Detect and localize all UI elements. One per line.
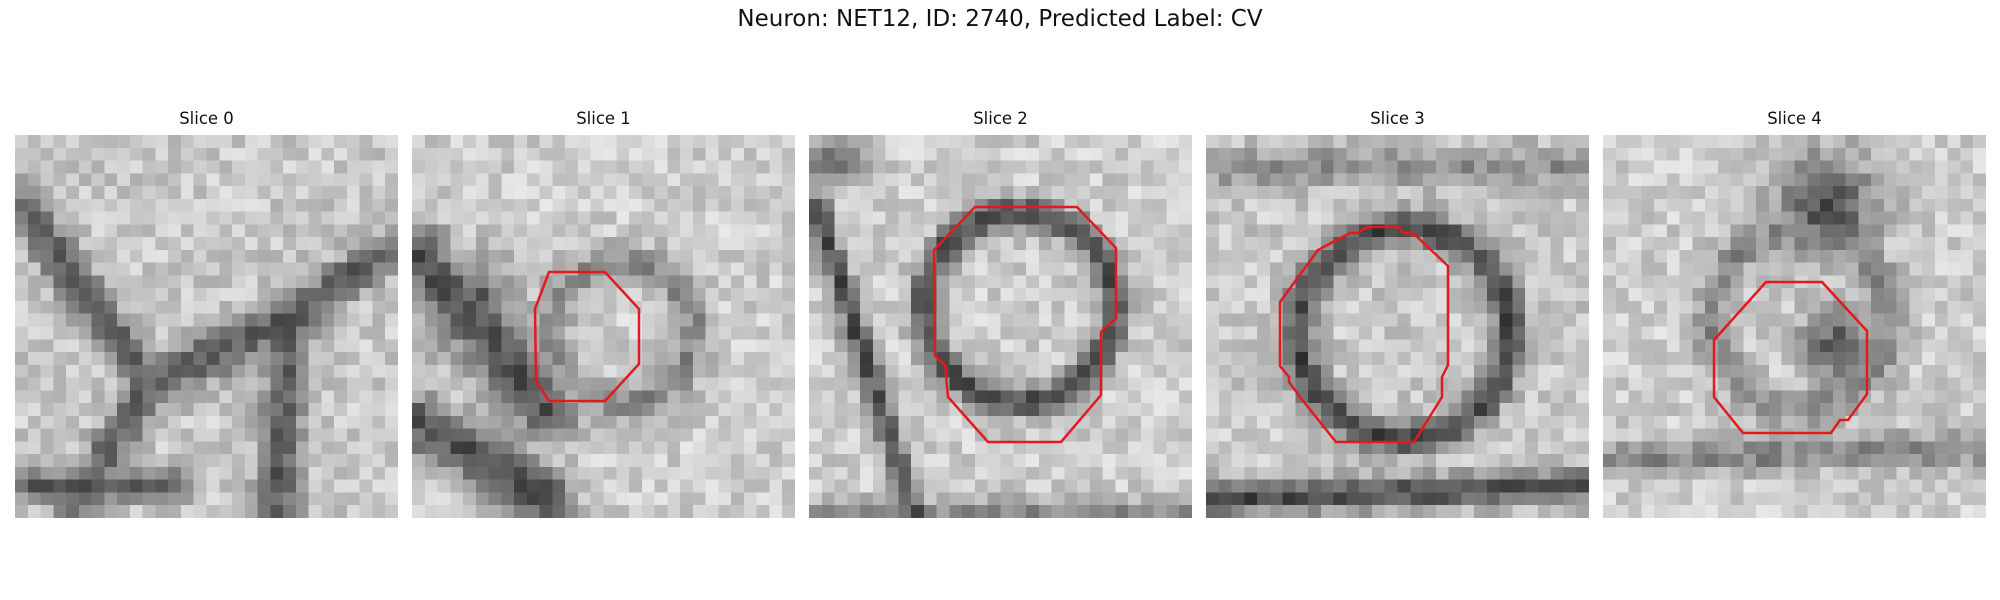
grayscale-image — [1206, 135, 1589, 518]
slice-image-1 — [412, 135, 795, 518]
figure-title: Neuron: NET12, ID: 2740, Predicted Label… — [737, 6, 1263, 32]
contour-overlay — [1278, 225, 1450, 444]
slice-title: Slice 0 — [179, 109, 234, 128]
slice-image-2 — [809, 135, 1192, 518]
contour-overlay — [1712, 280, 1869, 435]
grayscale-image — [809, 135, 1192, 518]
grayscale-image — [1603, 135, 1986, 518]
slice-panel-4: Slice 4 — [1603, 108, 1986, 518]
slice-image-0 — [15, 135, 398, 518]
grayscale-image — [412, 135, 795, 518]
slice-panel-3: Slice 3 — [1206, 108, 1589, 518]
slice-panel-0: Slice 0 — [15, 108, 398, 518]
slice-title: Slice 1 — [576, 109, 631, 128]
slice-title: Slice 2 — [973, 109, 1028, 128]
slice-panel-1: Slice 1 — [412, 108, 795, 518]
segmentation-contour — [932, 205, 1118, 444]
slice-panel-2: Slice 2 — [809, 108, 1192, 518]
slice-image-4 — [1603, 135, 1986, 518]
slice-title: Slice 4 — [1767, 109, 1822, 128]
grayscale-image — [15, 135, 398, 518]
segmentation-contour — [1278, 225, 1450, 444]
slice-title: Slice 3 — [1370, 109, 1425, 128]
slice-image-3 — [1206, 135, 1589, 518]
contour-overlay — [932, 205, 1118, 444]
segmentation-contour — [1712, 280, 1869, 435]
contour-overlay — [533, 270, 641, 403]
segmentation-contour — [533, 270, 641, 403]
